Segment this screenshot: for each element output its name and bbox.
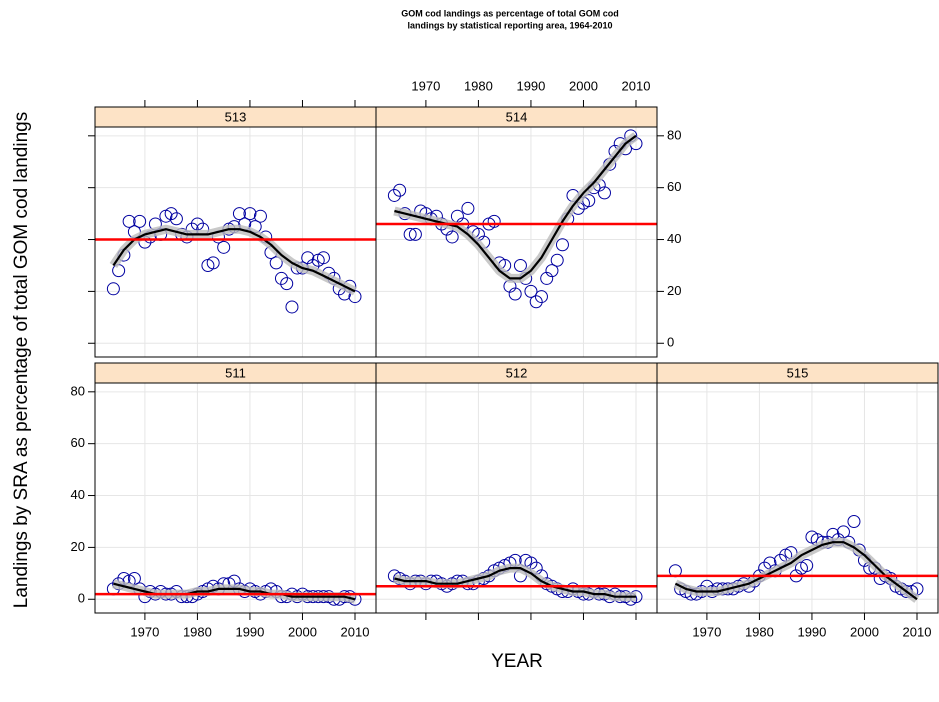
y-tick-label: 0	[78, 591, 85, 606]
point	[387, 188, 401, 202]
strip-label: 511	[225, 365, 246, 380]
smooth-band	[393, 132, 639, 283]
y-tick-label: 20	[71, 539, 85, 554]
point	[508, 287, 522, 301]
point	[408, 227, 422, 241]
y-tick-label: 80	[667, 127, 681, 142]
y-tick-label: 40	[71, 487, 85, 502]
point	[461, 201, 475, 215]
point	[529, 295, 543, 309]
point	[534, 290, 548, 304]
x-tick-label: 2000	[569, 78, 598, 93]
point	[106, 282, 120, 296]
x-tick-label: 1970	[411, 78, 440, 93]
point	[269, 256, 283, 270]
point	[243, 207, 257, 221]
chart-title: GOM cod landings as percentage of total …	[401, 8, 619, 18]
smooth-line	[394, 567, 636, 598]
strip-label: 514	[506, 109, 528, 124]
x-tick-label: 2010	[622, 78, 651, 93]
point	[597, 186, 611, 200]
x-axis-label: YEAR	[491, 651, 543, 672]
x-tick-label: 1980	[745, 624, 774, 639]
point	[403, 227, 417, 241]
smooth-line	[394, 134, 637, 280]
point	[122, 214, 136, 228]
point	[847, 514, 861, 528]
point	[524, 284, 538, 298]
point	[169, 212, 183, 226]
point	[253, 209, 267, 223]
point	[487, 214, 501, 228]
y-tick-label: 60	[71, 435, 85, 450]
y-tick-label: 40	[667, 231, 681, 246]
panel-frame	[375, 126, 658, 358]
x-tick-label: 1970	[130, 624, 159, 639]
x-tick-label: 1980	[183, 624, 212, 639]
point	[164, 207, 178, 221]
x-tick-label: 1990	[797, 624, 826, 639]
point	[112, 264, 126, 278]
y-tick-label: 20	[667, 283, 681, 298]
point	[285, 300, 299, 314]
point	[280, 277, 294, 291]
point	[800, 559, 814, 573]
x-tick-label: 1990	[235, 624, 264, 639]
x-tick-label: 2010	[903, 624, 932, 639]
point	[206, 256, 220, 270]
point	[133, 214, 147, 228]
x-tick-label: 1970	[692, 624, 721, 639]
x-tick-label: 2010	[341, 624, 370, 639]
point	[550, 253, 564, 267]
point	[316, 251, 330, 265]
x-tick-label: 2000	[850, 624, 879, 639]
point	[555, 238, 569, 252]
y-tick-label: 60	[667, 179, 681, 194]
x-tick-label: 1980	[464, 78, 493, 93]
chart-title: landings by statistical reporting area, …	[407, 20, 612, 30]
smooth-line	[674, 541, 918, 601]
point	[232, 207, 246, 221]
point	[513, 258, 527, 272]
point	[274, 271, 288, 285]
y-tick-label: 80	[71, 383, 85, 398]
point	[545, 264, 559, 278]
point	[393, 183, 407, 197]
point	[217, 240, 231, 254]
panel-frame	[94, 382, 377, 614]
strip-label: 513	[225, 109, 247, 124]
x-tick-label: 2000	[288, 624, 317, 639]
panel-frame	[656, 382, 939, 614]
smooth-line	[112, 228, 356, 293]
y-axis-label: Landings by SRA as percentage of total G…	[11, 112, 32, 608]
point	[445, 230, 459, 244]
y-tick-label: 0	[667, 335, 674, 350]
strip-label: 512	[506, 365, 528, 380]
x-tick-label: 1990	[516, 78, 545, 93]
strip-label: 515	[787, 365, 809, 380]
